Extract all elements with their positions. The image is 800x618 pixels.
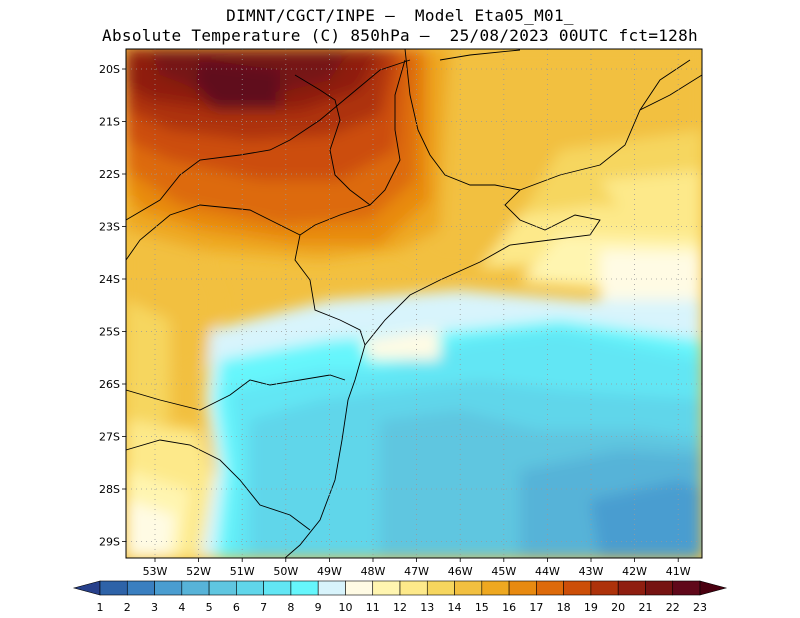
colorbar-label-16: 16: [502, 601, 516, 614]
lat-label-25S: 25S: [99, 326, 120, 339]
chart-title-line-2: Absolute Temperature (C) 850hPa – 25/08/…: [102, 26, 698, 45]
colorbar-label-11: 11: [366, 601, 380, 614]
colorbar-cell: [672, 580, 701, 596]
lon-label-47W: 47W: [404, 565, 429, 578]
colorbar-cell: [263, 580, 292, 596]
colorbar-label-10: 10: [338, 601, 352, 614]
temperature-field: [126, 49, 702, 558]
colorbar-cell: [481, 580, 510, 596]
colorbar-cell: [590, 580, 619, 596]
lat-label-26S: 26S: [99, 378, 120, 391]
colorbar-label-3: 3: [151, 601, 158, 614]
colorbar-cell: [345, 580, 374, 596]
coastline-borders: [126, 49, 702, 558]
colorbar-cell: [426, 580, 455, 596]
colorbar-label-19: 19: [584, 601, 598, 614]
colorbar-cell: [645, 580, 674, 596]
colorbar-label-7: 7: [260, 601, 267, 614]
colorbar-cell: [399, 580, 428, 596]
colorbar-cell: [99, 580, 128, 596]
colorbar-label-14: 14: [448, 601, 462, 614]
lat-label-28S: 28S: [99, 483, 120, 496]
lat-label-23S: 23S: [99, 221, 120, 234]
colorbar-label-13: 13: [420, 601, 434, 614]
lon-label-42W: 42W: [622, 565, 647, 578]
colorbar-label-22: 22: [666, 601, 680, 614]
chart-title-line-1: DIMNT/CGCT/INPE – Model Eta05_M01_: [226, 6, 574, 25]
lat-label-24S: 24S: [99, 273, 120, 286]
colorbar-label-6: 6: [233, 601, 240, 614]
colorbar-cell: [154, 580, 183, 596]
lon-label-48W: 48W: [361, 565, 386, 578]
colorbar-cell: [208, 580, 237, 596]
colorbar-cell: [617, 580, 646, 596]
colorbar-label-9: 9: [315, 601, 322, 614]
colorbar-cell: [236, 580, 264, 596]
colorbar-label-20: 20: [611, 601, 625, 614]
colorbar-label-5: 5: [206, 601, 213, 614]
map-gridlines: [122, 49, 702, 562]
lon-label-44W: 44W: [535, 565, 560, 578]
lat-label-22S: 22S: [99, 168, 120, 181]
colorbar-label-15: 15: [475, 601, 489, 614]
colorbar-cell: [454, 580, 483, 596]
colorbar-cell: [372, 580, 401, 596]
colorbar-label-4: 4: [178, 601, 185, 614]
map-frame: [125, 48, 703, 559]
lon-label-51W: 51W: [230, 565, 255, 578]
lon-label-52W: 52W: [186, 565, 211, 578]
colorbar-arrow-right: [699, 580, 728, 596]
colorbar-label-1: 1: [97, 601, 104, 614]
lat-label-29S: 29S: [99, 536, 120, 549]
lon-label-50W: 50W: [273, 565, 298, 578]
colorbar-label-18: 18: [557, 601, 571, 614]
lat-label-27S: 27S: [99, 431, 120, 444]
colorbar-label-8: 8: [287, 601, 294, 614]
colorbar-label-12: 12: [393, 601, 407, 614]
colorbar-cell: [508, 580, 537, 596]
colorbar-arrow-left: [72, 580, 101, 596]
colorbar-label-2: 2: [124, 601, 131, 614]
colorbar-cell: [536, 580, 564, 596]
lat-label-21S: 21S: [99, 116, 120, 129]
lon-label-41W: 41W: [666, 565, 691, 578]
longitude-labels: 53W 52W 51W 50W 49W 48W 47W 46W 45W 44W 43W 42W 41W: [143, 565, 691, 578]
lat-label-20S: 20S: [99, 63, 120, 76]
colorbar-cell: [563, 580, 592, 596]
colorbar-label-23: 23: [693, 601, 707, 614]
colorbar-cell: [181, 580, 210, 596]
lon-label-53W: 53W: [143, 565, 168, 578]
lon-label-43W: 43W: [579, 565, 604, 578]
lon-label-49W: 49W: [317, 565, 342, 578]
colorbar-cell: [317, 580, 346, 596]
lon-label-45W: 45W: [491, 565, 516, 578]
latitude-labels: 20S 21S 22S 23S 24S 25S 26S 27S 28S 29S: [99, 63, 120, 549]
colorbar-cell: [290, 580, 319, 596]
colorbar-label-17: 17: [529, 601, 543, 614]
colorbar-cell: [126, 580, 155, 596]
colorbar: 1 2 3 4 5 6 7 8 9 10 11 12 13 14 15 16 17 18 19 20 21 22 23: [72, 580, 728, 614]
colorbar-label-21: 21: [638, 601, 652, 614]
lon-label-46W: 46W: [448, 565, 473, 578]
